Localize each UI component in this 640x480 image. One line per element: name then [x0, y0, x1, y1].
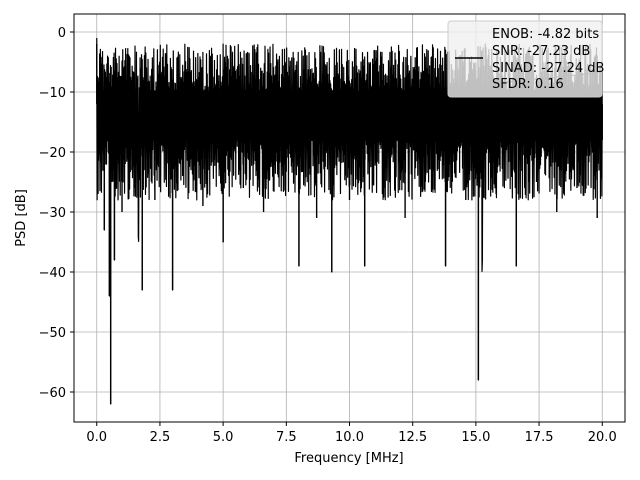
psd-trace [96, 37, 603, 405]
x-tick-label: 10.0 [335, 430, 364, 445]
psd-dips [96, 44, 603, 404]
x-tick-label: 20.0 [588, 430, 617, 445]
y-tick-label: −40 [39, 266, 66, 281]
legend-entry-sinad: SINAD: -27.24 dB [492, 61, 604, 76]
x-tick-label: 15.0 [461, 430, 490, 445]
legend-entry-enob: ENOB: -4.82 bits [492, 27, 599, 42]
x-tick-label: 17.5 [525, 430, 554, 445]
y-tick-label: −20 [39, 146, 66, 161]
legend-box [447, 20, 603, 98]
legend-entry-sfdr: SFDR: 0.16 [492, 77, 564, 92]
y-tick-label: −10 [39, 86, 66, 101]
x-axis-ticks: 0.0 2.5 5.0 7.5 10.0 12.5 15.0 17.5 20.0 [86, 422, 617, 445]
x-tick-label: 5.0 [213, 430, 234, 445]
y-axis-label: PSD [dB] [14, 189, 29, 247]
x-tick-label: 12.5 [398, 430, 427, 445]
x-tick-label: 0.0 [86, 430, 107, 445]
x-axis-label: Frequency [MHz] [294, 451, 403, 466]
y-tick-label: −60 [39, 386, 66, 401]
y-tick-label: −50 [39, 326, 66, 341]
legend-entry-snr: SNR: -27.23 dB [492, 44, 590, 59]
y-axis-ticks: 0 −10 −20 −30 −40 −50 −60 [39, 26, 74, 401]
x-tick-label: 7.5 [276, 430, 297, 445]
psd-series [96, 37, 603, 405]
legend: ENOB: -4.82 bits SNR: -27.23 dB SINAD: -… [447, 20, 604, 98]
y-tick-label: −30 [39, 206, 66, 221]
y-tick-label: 0 [58, 26, 66, 41]
x-tick-label: 2.5 [150, 430, 171, 445]
